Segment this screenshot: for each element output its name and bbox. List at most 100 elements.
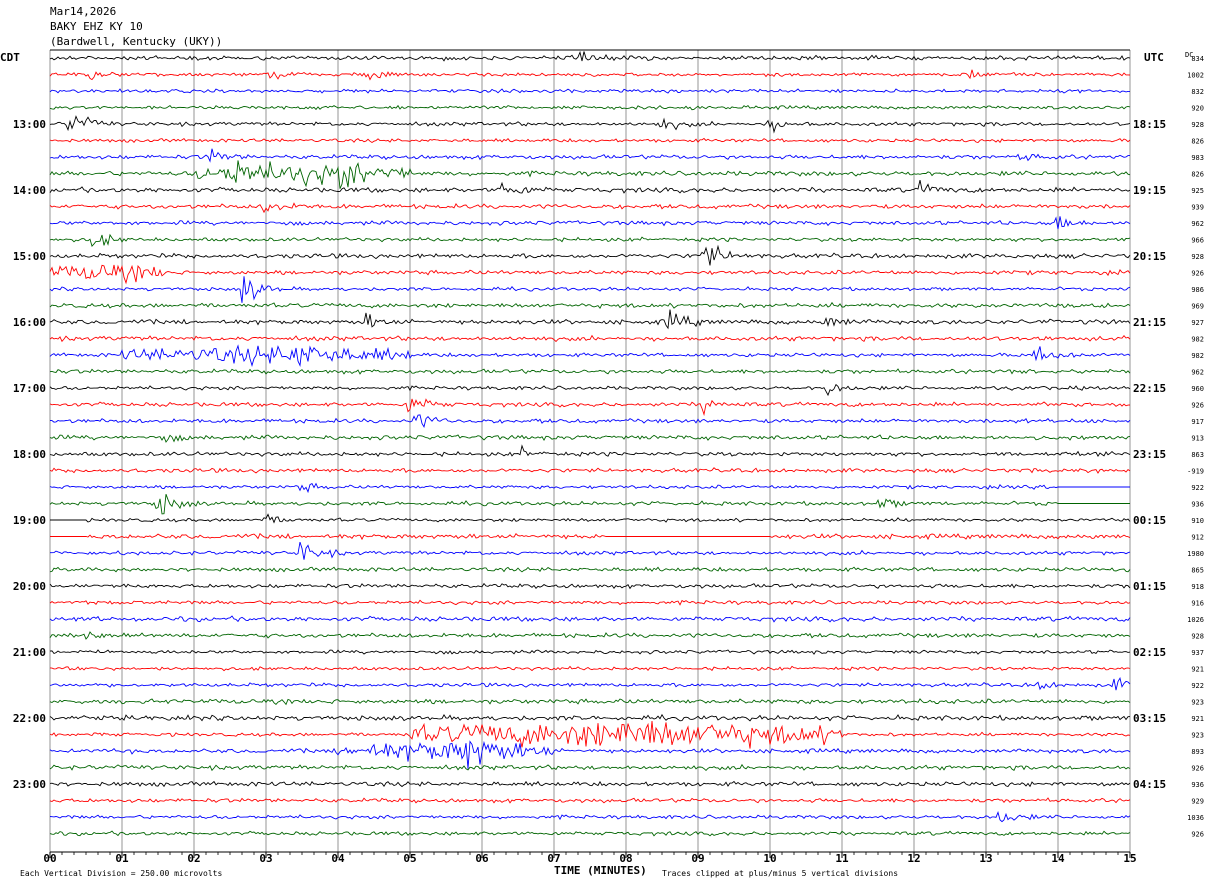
dc-value: 910: [1191, 517, 1204, 525]
trace-row: [49, 698, 1131, 706]
dc-value: 937: [1191, 649, 1204, 657]
utc-hour-label: 23:15: [1133, 448, 1166, 461]
trace-row: [49, 137, 1131, 144]
dc-value: 928: [1191, 633, 1204, 641]
x-tick-label: 04: [331, 852, 345, 865]
x-tick-label: 01: [115, 852, 129, 865]
dc-value: 917: [1191, 418, 1204, 426]
seismic-traces: [49, 50, 1131, 837]
utc-hour-label: 02:15: [1133, 646, 1166, 659]
cdt-hour-label: 22:00: [13, 712, 46, 725]
x-tick-label: 08: [619, 852, 632, 865]
dc-value: 826: [1191, 138, 1204, 146]
trace-row: [50, 532, 1131, 541]
trace-row: [49, 309, 1131, 330]
cdt-hour-label: 18:00: [13, 448, 46, 461]
dc-value: 923: [1191, 699, 1204, 707]
utc-hour-label: 21:15: [1133, 316, 1166, 329]
trace-row: [49, 233, 1131, 247]
cdt-hour-label: 19:00: [13, 514, 46, 527]
trace-row: [49, 69, 1131, 81]
trace-row: [49, 301, 1131, 310]
dc-value: 939: [1191, 204, 1204, 212]
trace-row: [49, 216, 1131, 230]
dc-value: 962: [1191, 369, 1204, 377]
trace-row: [49, 276, 1131, 303]
dc-value: 936: [1191, 781, 1204, 789]
trace-row: [49, 104, 1131, 111]
trace-row: [49, 244, 1131, 266]
dc-value: 928: [1191, 121, 1204, 129]
dc-value: 826: [1191, 171, 1204, 179]
dc-value: 926: [1191, 402, 1204, 410]
dc-offset-labels: 834 1002 832 920 928 826 983 826 925 939 962 966 928…: [1187, 55, 1204, 839]
dc-value: 926: [1191, 270, 1204, 278]
trace-row: [49, 599, 1131, 606]
trace-row: [49, 810, 1131, 823]
dc-value: 923: [1191, 732, 1204, 740]
trace-row: [49, 763, 1131, 772]
trace-row: [49, 631, 1131, 640]
x-tick-label: 06: [475, 852, 489, 865]
clip-note: Traces clipped at plus/minus 5 vertical …: [662, 869, 898, 878]
trace-row: [49, 434, 1131, 443]
dc-value: 922: [1191, 484, 1204, 492]
x-tick-label: 13: [979, 852, 992, 865]
dc-value: 983: [1191, 154, 1204, 162]
dc-label: DC: [1185, 51, 1193, 59]
cdt-hour-label: 20:00: [13, 580, 46, 593]
dc-value: 927: [1191, 319, 1204, 327]
header-station: BAKY EHZ KY 10: [50, 20, 143, 33]
utc-label: UTC: [1144, 51, 1164, 64]
cdt-label: CDT: [0, 51, 20, 64]
trace-row: [49, 160, 1131, 189]
dc-value: 913: [1191, 435, 1204, 443]
dc-value: 960: [1191, 385, 1204, 393]
trace-row: [49, 615, 1131, 623]
trace-row: [49, 665, 1131, 672]
dc-value: 921: [1191, 715, 1204, 723]
dc-value: 1980: [1187, 550, 1204, 558]
dc-value: 834: [1191, 55, 1204, 63]
dc-value: 936: [1191, 501, 1204, 509]
dc-value: 969: [1191, 303, 1204, 311]
utc-hour-label: 03:15: [1133, 712, 1166, 725]
x-tick-label: 10: [763, 852, 776, 865]
trace-row: [49, 444, 1131, 458]
trace-row: [49, 50, 1131, 62]
cdt-hour-label: 13:00: [13, 118, 46, 131]
trace-row: [49, 566, 1131, 573]
dc-value: 865: [1191, 567, 1204, 575]
trace-row: [49, 721, 1131, 749]
x-tick-label: 05: [403, 852, 416, 865]
x-tick-label: 12: [907, 852, 920, 865]
x-tick-label: 15: [1123, 852, 1136, 865]
cdt-hour-label: 15:00: [13, 250, 46, 263]
utc-hour-label: 00:15: [1133, 514, 1166, 527]
dc-value: 1026: [1187, 616, 1204, 624]
dc-value: 926: [1191, 765, 1204, 773]
trace-row: [50, 541, 1131, 560]
trace-row: [49, 115, 1131, 134]
utc-hour-labels: 18:15 19:15 20:15 21:15 22:15 23:15 00:15 01:15…: [1133, 118, 1166, 791]
utc-hour-label: 22:15: [1133, 382, 1166, 395]
utc-hour-label: 20:15: [1133, 250, 1166, 263]
trace-row: [49, 264, 1131, 285]
trace-row: [49, 582, 1131, 590]
trace-row: [49, 398, 1131, 417]
trace-row: [49, 740, 1131, 769]
trace-row: [49, 344, 1131, 368]
trace-row: [49, 494, 1130, 515]
x-tick-label: 00: [43, 852, 56, 865]
cdt-hour-label: 17:00: [13, 382, 46, 395]
trace-row: [49, 202, 1131, 214]
minute-grid: [49, 49, 1131, 853]
dc-value: 928: [1191, 253, 1204, 261]
trace-row: [49, 467, 1131, 474]
scale-note: Each Vertical Division = 250.00 microvol…: [20, 869, 222, 878]
trace-row: [49, 148, 1131, 163]
trace-row: [49, 368, 1131, 375]
cdt-hour-labels: 13:00 14:00 15:00 16:00 17:00 18:00 19:00 20:00…: [13, 118, 46, 791]
header-date: Mar14,2026: [50, 5, 117, 18]
